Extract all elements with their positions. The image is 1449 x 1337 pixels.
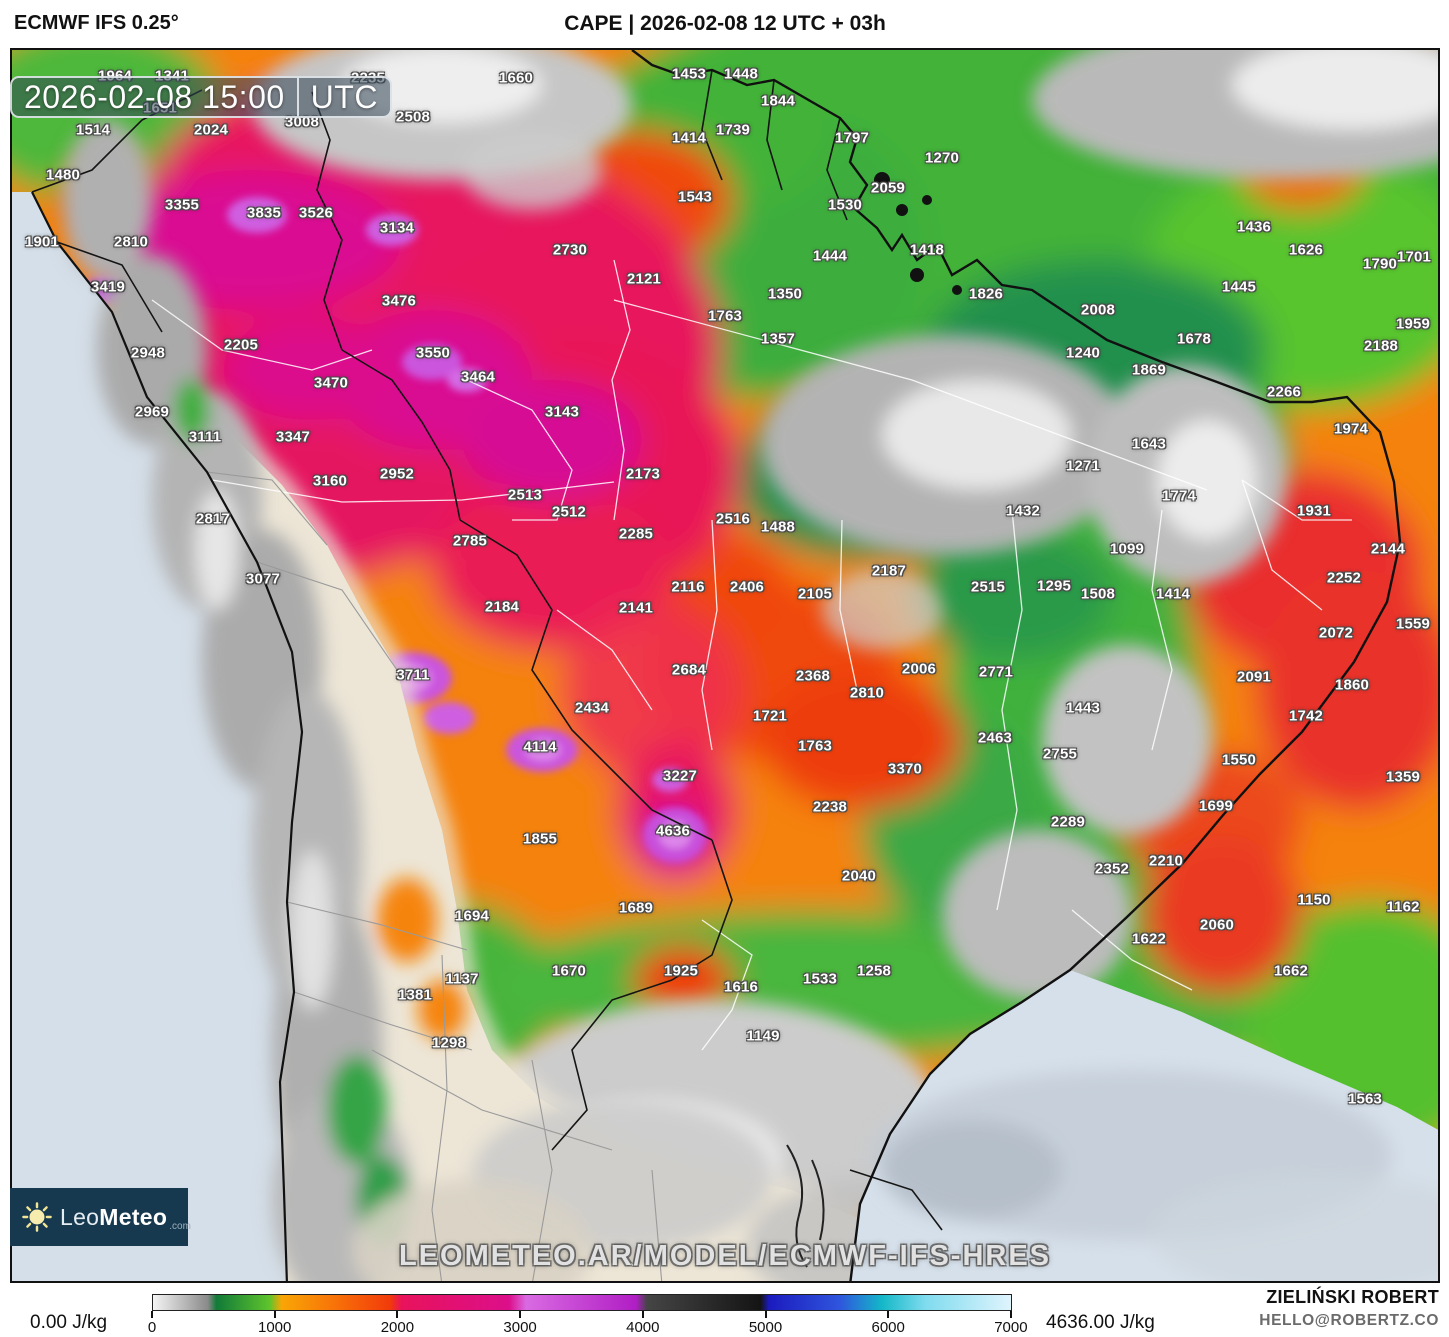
colorbar-tick-label: 7000 (994, 1319, 1028, 1336)
pacific-coastline (31, 191, 304, 1281)
valid-time-text: 2026-02-08 15:00 (24, 78, 285, 115)
cape-maxima-blobs (83, 197, 707, 863)
andes-terrain (62, 120, 987, 1281)
colorbar-tick-label: 3000 (503, 1319, 537, 1336)
province-borders (206, 471, 663, 1281)
logo-tld: .com (169, 1221, 191, 1232)
cape-map-canvas (10, 48, 1440, 1283)
colorbar-tick-label: 6000 (871, 1319, 905, 1336)
colorbar-tick-label: 5000 (748, 1319, 783, 1336)
model-name: ECMWF IFS 0.25° (14, 12, 179, 34)
colorbar-tick-mark (1009, 1311, 1012, 1318)
logo-wordmark: LeoMeteo (60, 1203, 168, 1230)
pacific-ocean (12, 192, 302, 1281)
colorbar-tick-mark (887, 1311, 890, 1318)
colorbar-tick-mark (641, 1311, 644, 1318)
leometeo-logo: LeoMeteo .com (10, 1188, 191, 1246)
cape-colorbar (152, 1294, 1012, 1311)
watermark-url: LEOMETEO.AR/MODEL/ECMWF-IFS-HRES (398, 1240, 1052, 1272)
colorbar-tick-label: 2000 (380, 1319, 415, 1336)
lagoon-lines (786, 1144, 825, 1268)
colorbar-tick-mark (151, 1311, 153, 1318)
colorbar-tick-mark (273, 1311, 276, 1318)
colorbar-tick-label: 1000 (258, 1319, 292, 1336)
cape-field-graphic (12, 50, 1438, 1281)
sun-icon (22, 1202, 52, 1232)
country-borders (31, 69, 943, 1231)
page-title: CAPE | 2026-02-08 12 UTC + 03h (564, 12, 886, 35)
max-cape-value: 4636.00 J/kg (1046, 1312, 1155, 1333)
delta-islands (874, 172, 962, 295)
atlantic-clouds (872, 1070, 1438, 1281)
credit-email: HELLO@ROBERTZ.CO (1259, 1312, 1439, 1329)
colorbar-tick-mark (519, 1311, 522, 1318)
state-borders (151, 259, 1352, 1051)
atlantic-coastline (631, 50, 1402, 1281)
min-cape-value: 0.00 J/kg (30, 1312, 108, 1333)
valid-time-zone: UTC (296, 78, 378, 116)
valid-time-badge: 2026-02-08 15:00 UTC (10, 76, 392, 118)
colorbar-tick-mark (764, 1311, 767, 1318)
colorbar-ticks: 0 1000 2000 3000 4000 5000 6000 7000 (0, 1311, 1449, 1337)
colorbar-tick-label: 0 (147, 1319, 157, 1336)
colorbar-tick-mark (396, 1311, 399, 1318)
credit-author: ZIELIŃSKI ROBERT (1266, 1287, 1439, 1307)
colorbar-tick-label: 4000 (626, 1319, 660, 1336)
